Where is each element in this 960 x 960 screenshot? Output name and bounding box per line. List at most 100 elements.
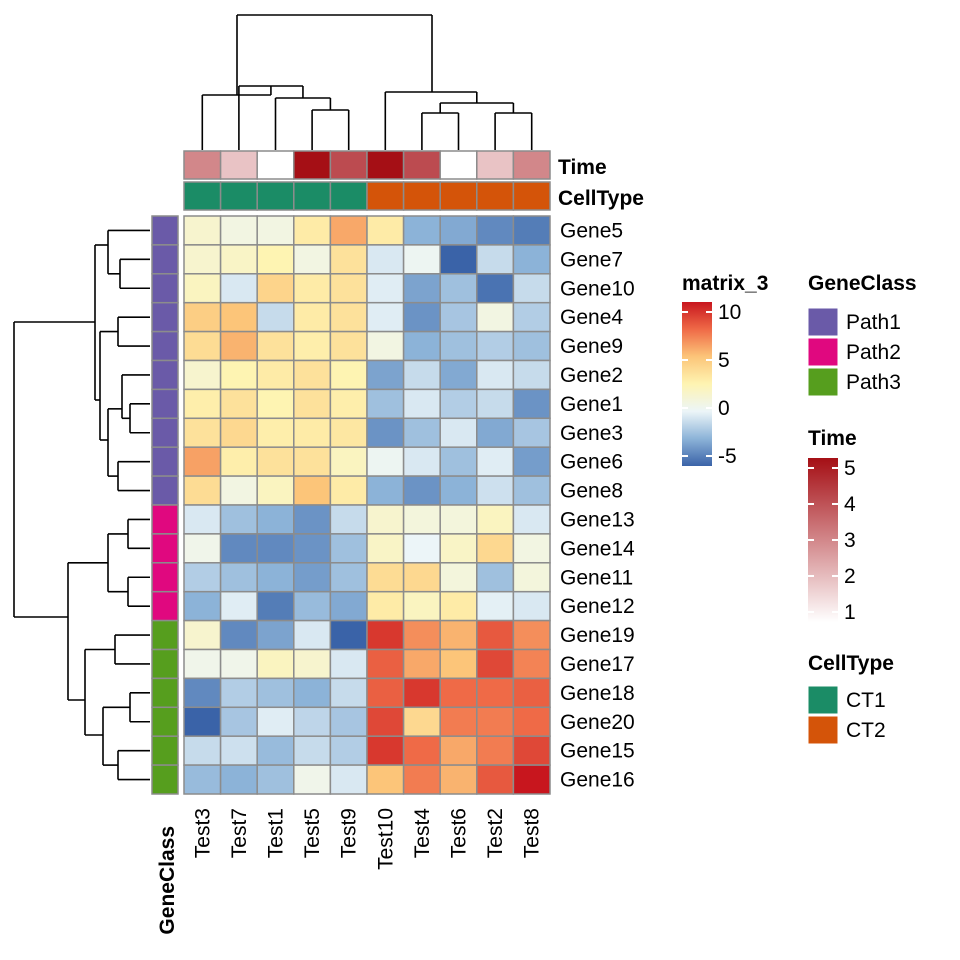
geneclass-legend-label: Path1	[846, 311, 901, 334]
heatmap-cell	[366, 533, 405, 564]
heatmap-cell	[512, 504, 551, 535]
row-label: Gene1	[560, 393, 623, 416]
heatmap-cell	[476, 417, 515, 448]
heatmap-cell	[329, 619, 368, 651]
heatmap-cell	[219, 504, 258, 535]
geneclass-legend-items: Path1 Path2 Path3	[807, 307, 901, 397]
geneclass-annotation-cell	[151, 504, 179, 535]
heatmap-cell	[293, 735, 332, 766]
heatmap-cell	[256, 590, 295, 622]
heatmap-cell	[366, 244, 405, 275]
heatmap-cell	[366, 504, 405, 535]
celltype-annotation-cell	[256, 181, 295, 211]
row-label: Gene9	[560, 335, 623, 358]
geneclass-legend-title: GeneClass	[808, 272, 917, 295]
heatmap-cell	[366, 215, 405, 246]
heatmap-cell	[329, 677, 368, 709]
heatmap-cell	[293, 273, 332, 304]
heatmap-cell	[512, 244, 551, 275]
matrix-color-bar	[682, 302, 712, 466]
row-label: Gene10	[560, 277, 635, 300]
heatmap-cell	[183, 301, 222, 333]
row-label: Gene3	[560, 422, 623, 445]
heatmap-cell	[439, 330, 478, 362]
heatmap-cell	[183, 330, 222, 362]
heatmap-cell	[512, 330, 551, 362]
heatmap-body	[183, 215, 551, 795]
heatmap-cell	[366, 417, 405, 448]
heatmap-cell	[256, 706, 295, 737]
heatmap-cell	[219, 446, 258, 477]
row-label: Gene6	[560, 451, 623, 474]
heatmap-cell	[219, 706, 258, 737]
heatmap-cell	[476, 301, 515, 333]
heatmap-cell	[512, 273, 551, 304]
heatmap-cell	[183, 504, 222, 535]
column-dendrogram	[201, 14, 533, 150]
row-label: Gene13	[560, 508, 635, 531]
heatmap-cell	[366, 330, 405, 362]
heatmap-cell	[512, 215, 551, 246]
heatmap-cell	[293, 533, 332, 564]
heatmap-cell	[366, 301, 405, 333]
heatmap-cell	[402, 706, 441, 737]
time-legend-tick-label: 2	[844, 565, 856, 588]
heatmap-cell	[256, 619, 295, 651]
heatmap-cell	[512, 764, 551, 795]
heatmap-cell	[256, 301, 295, 333]
geneclass-legend-label: Path2	[846, 341, 901, 364]
geneclass-legend-swatch	[807, 337, 839, 367]
heatmap-cell	[512, 533, 551, 564]
time-legend-tick-label: 3	[844, 529, 856, 552]
heatmap-cell	[183, 417, 222, 448]
row-label: Gene7	[560, 248, 623, 271]
heatmap-cell	[476, 273, 515, 304]
row-label: Gene8	[560, 480, 623, 503]
heatmap-cell	[183, 735, 222, 766]
geneclass-annotation-cell	[151, 677, 179, 709]
time-annotation-cell	[402, 150, 441, 180]
heatmap-cell	[402, 273, 441, 304]
geneclass-annotation-cell	[151, 417, 179, 448]
heatmap-cell	[219, 417, 258, 448]
heatmap-cell	[402, 764, 441, 795]
heatmap-cell	[439, 273, 478, 304]
geneclass-annotation-cell	[151, 273, 179, 304]
time-annotation-cell	[512, 150, 551, 180]
heatmap-cell	[183, 388, 222, 420]
matrix-legend: matrix_3 10 5 0 -5	[682, 272, 768, 468]
heatmap-cell	[183, 273, 222, 304]
heatmap-cell	[439, 648, 478, 680]
heatmap-cell	[256, 215, 295, 246]
heatmap-cell	[183, 244, 222, 275]
heatmap-cell	[293, 301, 332, 333]
heatmap-cell	[329, 244, 368, 275]
geneclass-annotation-cell	[151, 359, 179, 391]
heatmap-cell	[476, 215, 515, 246]
heatmap-cell	[183, 619, 222, 651]
row-label: Gene5	[560, 219, 623, 242]
column-label: Test10	[374, 808, 397, 870]
row-label: Gene20	[560, 711, 635, 734]
heatmap-cell	[366, 359, 405, 391]
heatmap-cell	[256, 735, 295, 766]
heatmap-cell	[439, 244, 478, 275]
time-annotation-cell	[183, 150, 222, 180]
heatmap-cell	[476, 706, 515, 737]
heatmap-cell	[476, 533, 515, 564]
heatmap-cell	[366, 475, 405, 506]
heatmap-cell	[329, 359, 368, 391]
heatmap-cell	[402, 504, 441, 535]
heatmap-cell	[476, 648, 515, 680]
heatmap-cell	[402, 446, 441, 477]
geneclass-annotation-cell	[151, 648, 179, 680]
heatmap-cell	[366, 619, 405, 651]
column-label: Test2	[484, 808, 507, 858]
time-legend-title: Time	[808, 427, 857, 450]
heatmap-cell	[256, 273, 295, 304]
heatmap-cell	[402, 735, 441, 766]
heatmap-cell	[219, 215, 258, 246]
heatmap-cell	[476, 330, 515, 362]
